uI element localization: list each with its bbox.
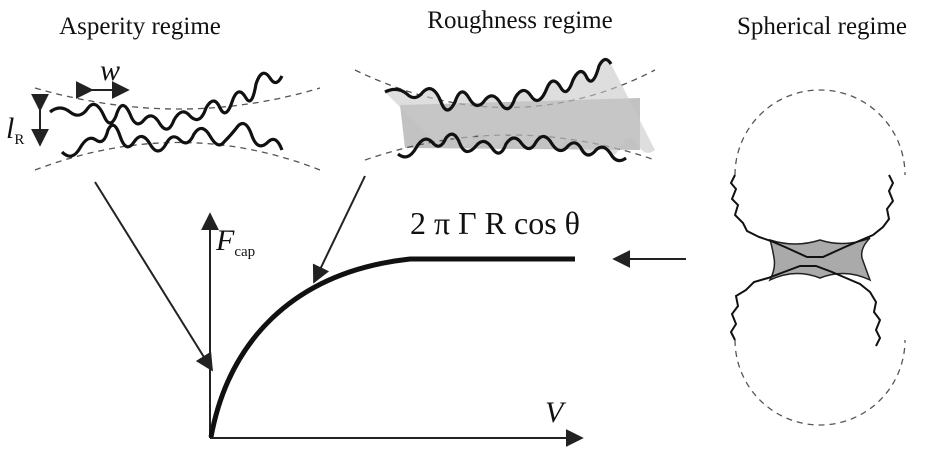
force-label: Fcap <box>215 224 255 260</box>
subscript: R <box>14 132 24 148</box>
width-label: w <box>100 54 120 87</box>
pointer-arrow <box>95 182 212 370</box>
pointer-arrow <box>314 176 365 282</box>
plateau-formula: 2 π Γ R cos θ <box>410 205 580 241</box>
volume-label: V <box>545 396 567 429</box>
diagram: Asperity regime Roughness regime Spheric… <box>0 0 927 450</box>
symbol: F <box>215 224 235 257</box>
force-curve <box>211 259 575 437</box>
asperity-sketch: w lR <box>6 54 320 170</box>
subscript: cap <box>234 244 255 260</box>
height-label: lR <box>6 112 24 148</box>
panel-title: Spherical regime <box>737 13 907 40</box>
roughness-sketch <box>355 59 655 160</box>
spherical-sketch <box>731 90 905 425</box>
force-plot: Fcap 2 π Γ R cos θ V <box>210 205 582 438</box>
panel-title: Roughness regime <box>427 7 612 34</box>
symbol: l <box>6 112 14 145</box>
panel-title: Asperity regime <box>59 13 221 40</box>
